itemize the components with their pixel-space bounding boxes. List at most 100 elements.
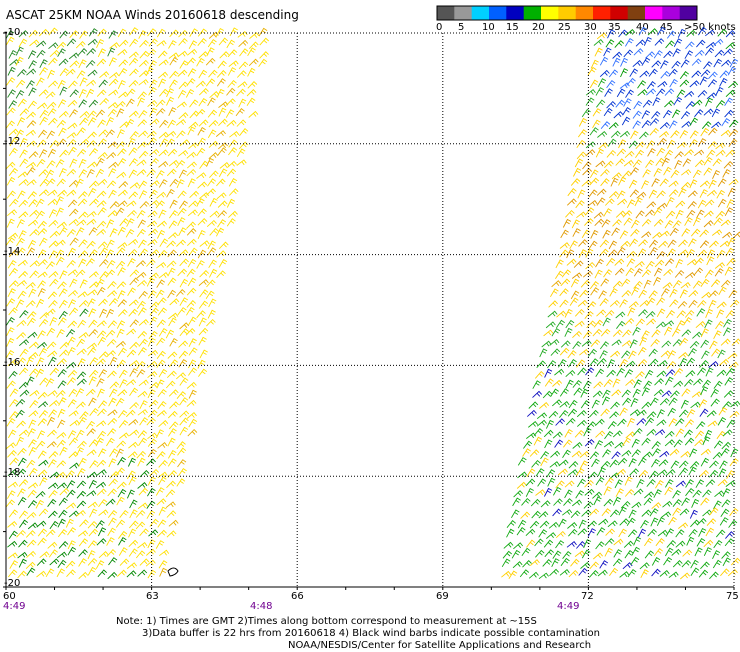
wind-barb: [56, 41, 67, 50]
wind-barb: [526, 468, 536, 477]
wind-barb: [551, 558, 560, 568]
wind-barb: [226, 198, 236, 208]
wind-barb: [722, 168, 731, 178]
wind-barb: [119, 379, 128, 388]
wind-barb: [128, 299, 139, 307]
wind-barb: [26, 376, 35, 386]
wind-barb: [637, 248, 647, 257]
wind-barb: [566, 258, 577, 266]
wind-barb: [209, 91, 220, 99]
wind-barb: [25, 356, 35, 366]
wind-barb: [68, 410, 79, 417]
wind-barb: [169, 199, 178, 209]
wind-barb: [78, 558, 87, 567]
wind-barb: [118, 536, 127, 546]
wind-barb: [178, 467, 187, 477]
wind-barb: [572, 228, 581, 237]
wind-barb: [136, 260, 146, 268]
wind-barb: [177, 89, 187, 99]
wind-barb: [48, 549, 58, 558]
wind-barb: [137, 409, 148, 416]
wind-barb: [576, 359, 586, 368]
wind-barb: [664, 149, 674, 159]
wind-barb: [47, 390, 58, 397]
wind-barb: [709, 460, 719, 469]
wind-barb: [108, 89, 119, 96]
wind-barb: [710, 398, 720, 407]
wind-barb: [572, 499, 583, 507]
wind-barb: [186, 221, 196, 229]
wind-barb: [137, 430, 147, 439]
wind-barb: [717, 349, 726, 359]
wind-barb: [169, 401, 179, 409]
wind-barb: [149, 518, 159, 527]
lon-label-72: 72: [581, 591, 594, 602]
wind-barb: [552, 379, 563, 387]
wind-barb: [129, 38, 139, 47]
wind-barb: [689, 117, 699, 127]
wind-barb: [147, 438, 157, 447]
wind-barb: [67, 269, 78, 276]
wind-barb: [559, 249, 569, 258]
wind-barb: [248, 110, 259, 118]
wind-barb: [540, 500, 551, 508]
wind-barb: [166, 510, 177, 518]
wind-barb: [128, 548, 138, 557]
wind-barb: [6, 442, 17, 449]
wind-barb: [639, 299, 650, 307]
east-swath-barbs: [501, 26, 740, 580]
wind-barb: [189, 190, 200, 199]
wind-barb: [78, 88, 87, 98]
wind-barb: [156, 337, 166, 346]
wind-barb: [581, 108, 591, 118]
wind-barb: [188, 418, 198, 428]
wind-barb: [236, 119, 247, 127]
wind-barb: [639, 131, 649, 140]
wind-barb: [596, 99, 606, 108]
wind-barb: [646, 201, 657, 209]
wind-barb: [198, 368, 208, 377]
wind-barb: [188, 389, 197, 399]
wind-barb: [9, 198, 19, 207]
wind-barb: [631, 501, 642, 509]
wind-barb: [703, 61, 713, 70]
wind-barb: [126, 489, 135, 499]
wind-barb: [605, 528, 615, 536]
wind-barb: [608, 122, 619, 130]
wind-barb: [722, 231, 733, 239]
wind-barb: [15, 129, 25, 139]
wind-barb: [679, 129, 689, 139]
wind-barb: [136, 159, 147, 167]
wind-barb: [77, 530, 89, 537]
wind-barb: [633, 48, 644, 56]
wind-barb: [725, 247, 735, 257]
wind-barb: [620, 500, 631, 509]
wind-barb: [98, 298, 108, 307]
wind-barb: [19, 389, 30, 397]
wind-barb: [117, 309, 128, 317]
wind-barb: [128, 308, 138, 317]
wind-barb: [196, 310, 206, 319]
wind-barb: [671, 60, 681, 69]
wind-barb: [136, 360, 146, 370]
wind-barb: [604, 160, 614, 169]
wind-barb: [661, 340, 672, 348]
wind-barb: [526, 432, 537, 439]
wind-barb: [189, 28, 199, 37]
wind-barb: [146, 169, 156, 177]
wind-barb: [186, 151, 197, 159]
wind-barb: [39, 59, 48, 69]
wind-barb: [607, 359, 616, 369]
wind-barb: [720, 568, 730, 577]
wind-barb: [158, 476, 167, 486]
wind-barb: [37, 287, 46, 297]
wind-barb: [659, 122, 670, 130]
wind-barb: [666, 196, 675, 206]
wind-barb: [622, 210, 633, 218]
wind-barb: [715, 210, 726, 219]
wind-barb: [506, 528, 515, 538]
wind-barb: [7, 481, 18, 489]
wind-barb: [68, 299, 77, 308]
wind-barb: [522, 448, 531, 457]
wind-barb: [631, 438, 640, 448]
